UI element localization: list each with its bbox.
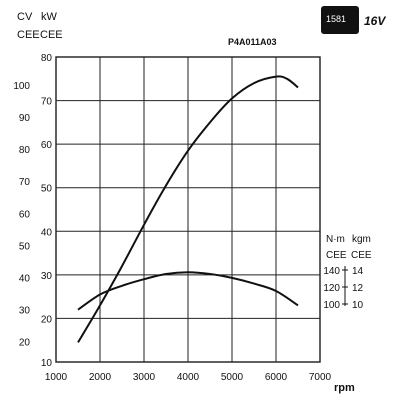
kgm-tick-label: 10 [352,300,364,311]
kw-tick-label: 60 [41,140,53,151]
power-curve [77,75,299,343]
kw-tick-label: 80 [41,53,53,64]
x-tick-label: 7000 [309,372,332,383]
figure-code: P4A011A03 [228,37,277,47]
version-label: 16V [364,14,386,28]
x-tick-label: 1000 [45,372,68,383]
kw-tick-label: 70 [41,97,53,108]
kw-tick-label: 20 [41,314,53,325]
cv-tick-label: 50 [19,241,31,252]
engine-badge [321,6,359,34]
kw-tick-label: 30 [41,271,53,282]
kgm-tick-label: 14 [352,266,364,277]
chart-grid [55,56,321,363]
nm-cee-label: CEE [326,250,347,261]
cv-tick-label: 30 [19,305,31,316]
kw-cee-label: CEE [40,29,63,41]
cv-tick-label: 70 [19,177,31,188]
cv-unit-label: CV [17,11,33,23]
kgm-tick-label: 12 [352,283,364,294]
nm-tick-label: 100 [323,300,340,311]
chart-ticks: 1000 2000 3000 4000 5000 6000 7000 10 20 30 40 50 60… [13,53,363,383]
kgm-cee-label: CEE [351,250,372,261]
nm-unit-label: N·m [326,234,345,245]
cv-tick-label: 80 [19,145,31,156]
cv-tick-label: 100 [13,81,30,92]
kw-tick-label: 40 [41,227,53,238]
x-tick-label: 5000 [221,372,244,383]
cv-tick-label: 40 [19,273,31,284]
cv-cee-label: CEE [17,29,40,41]
cv-tick-label: 90 [19,113,31,124]
cv-tick-label: 20 [19,337,31,348]
x-tick-label: 2000 [89,372,112,383]
cv-tick-label: 60 [19,209,31,220]
kw-tick-label: 50 [41,184,53,195]
x-tick-label: 4000 [177,372,200,383]
kw-tick-label: 10 [41,358,53,369]
nm-tick-label: 140 [323,266,340,277]
kw-unit-label: kW [41,11,57,23]
x-tick-label: 3000 [133,372,156,383]
x-axis-title: rpm [334,382,355,394]
x-tick-label: 6000 [265,372,288,383]
engine-badge-label: 1581 [326,14,347,24]
kgm-unit-label: kgm [352,234,371,245]
nm-tick-label: 120 [323,283,340,294]
chart-curves [77,75,299,343]
torque-curve [77,271,299,311]
